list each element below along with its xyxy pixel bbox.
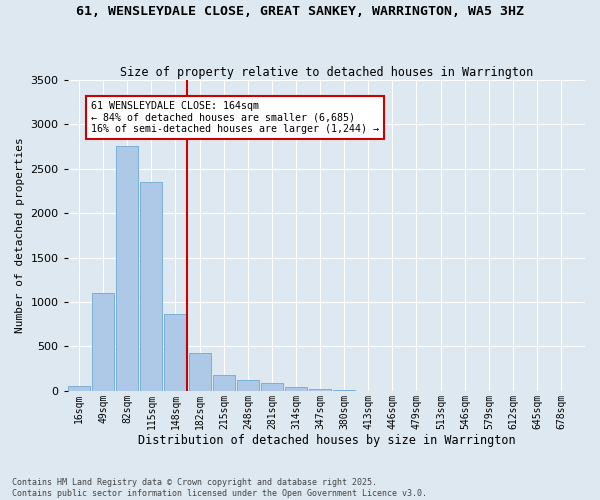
- Bar: [140, 182, 162, 391]
- Text: 61, WENSLEYDALE CLOSE, GREAT SANKEY, WARRINGTON, WA5 3HZ: 61, WENSLEYDALE CLOSE, GREAT SANKEY, WAR…: [76, 5, 524, 18]
- Text: Contains HM Land Registry data © Crown copyright and database right 2025.
Contai: Contains HM Land Registry data © Crown c…: [12, 478, 427, 498]
- Bar: [333, 390, 355, 391]
- Bar: [309, 390, 331, 391]
- Bar: [116, 146, 138, 391]
- Bar: [189, 352, 211, 391]
- Bar: [92, 293, 114, 391]
- X-axis label: Distribution of detached houses by size in Warrington: Distribution of detached houses by size …: [137, 434, 515, 448]
- Y-axis label: Number of detached properties: Number of detached properties: [15, 138, 25, 333]
- Title: Size of property relative to detached houses in Warrington: Size of property relative to detached ho…: [120, 66, 533, 78]
- Bar: [213, 376, 235, 391]
- Bar: [261, 384, 283, 391]
- Bar: [68, 386, 90, 391]
- Text: 61 WENSLEYDALE CLOSE: 164sqm
← 84% of detached houses are smaller (6,685)
16% of: 61 WENSLEYDALE CLOSE: 164sqm ← 84% of de…: [91, 101, 379, 134]
- Bar: [164, 314, 186, 391]
- Bar: [285, 387, 307, 391]
- Bar: [237, 380, 259, 391]
